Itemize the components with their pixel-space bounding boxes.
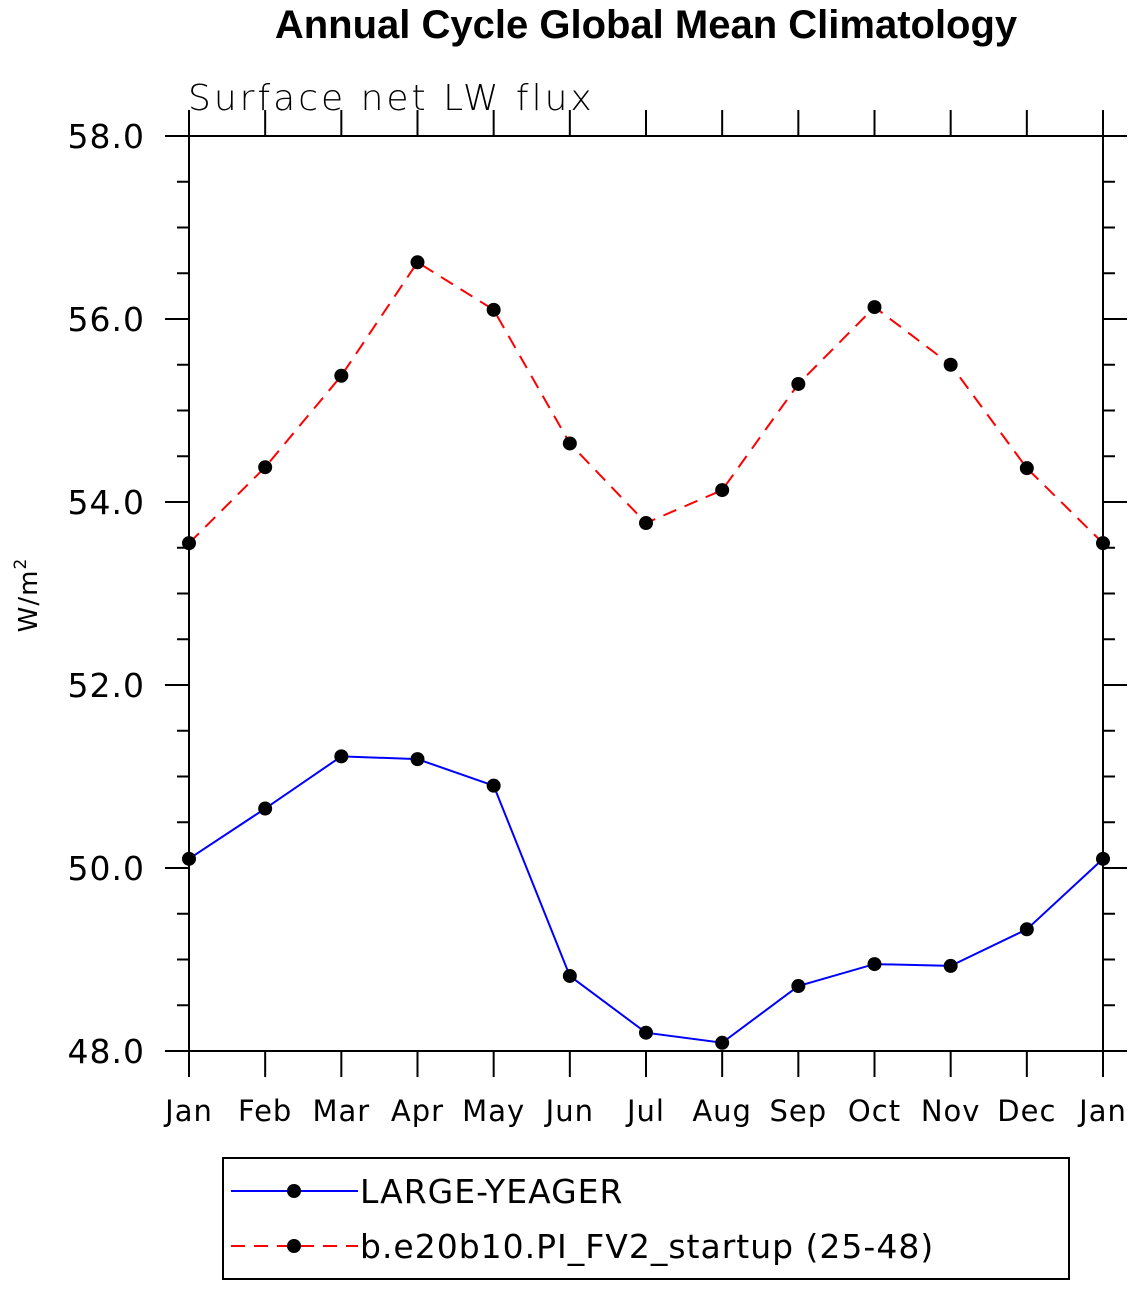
data-point xyxy=(715,1035,730,1050)
x-tick-label: Oct xyxy=(848,1094,901,1128)
data-point xyxy=(1019,461,1034,476)
legend-label: LARGE-YEAGER xyxy=(360,1172,623,1211)
legend: LARGE-YEAGER b.e20b10.PI_FV2_startup (25-… xyxy=(222,1157,1070,1280)
x-tick-label: Nov xyxy=(921,1094,981,1128)
x-tick-label: Dec xyxy=(997,1094,1056,1128)
data-point xyxy=(791,376,806,391)
data-point xyxy=(1019,922,1034,937)
y-tick-label: 48.0 xyxy=(68,1032,145,1071)
data-point xyxy=(562,968,577,983)
y-tick-label: 50.0 xyxy=(68,849,145,888)
series-line xyxy=(188,755,1104,1044)
data-point xyxy=(867,300,882,315)
y-tick-label: 52.0 xyxy=(68,666,145,705)
data-point xyxy=(410,255,425,270)
x-tick-label: Apr xyxy=(391,1094,444,1128)
plot-frame xyxy=(188,135,1104,1052)
x-tick-label: Jan xyxy=(1077,1094,1127,1128)
legend-box xyxy=(222,1157,1070,1280)
x-tick-label: Jan xyxy=(163,1094,213,1128)
data-point xyxy=(258,801,273,816)
legend-marker xyxy=(287,1184,301,1198)
x-tick-label: May xyxy=(462,1094,525,1128)
legend-label: b.e20b10.PI_FV2_startup (25-48) xyxy=(360,1227,934,1266)
series-group xyxy=(182,255,1110,551)
y-axis-label-text: W/m xyxy=(14,570,44,633)
x-tick-label: Feb xyxy=(238,1094,292,1128)
data-point xyxy=(867,957,882,972)
x-tick-label: Mar xyxy=(312,1094,370,1128)
data-point xyxy=(1096,536,1110,551)
y-axis-label-superscript: 2 xyxy=(11,558,31,570)
x-tick-label: Aug xyxy=(692,1094,752,1128)
y-axis-label: W/m2 xyxy=(11,558,44,633)
data-point xyxy=(639,516,653,531)
data-point xyxy=(486,302,501,317)
data-point xyxy=(258,460,273,475)
x-tick-label: Jul xyxy=(625,1094,665,1128)
y-tick-label: 54.0 xyxy=(68,483,145,522)
data-point xyxy=(1096,851,1110,866)
x-tick-label: Sep xyxy=(769,1094,827,1128)
data-point xyxy=(562,436,577,451)
legend-marker xyxy=(287,1239,301,1253)
data-point xyxy=(639,1025,653,1040)
series-group xyxy=(182,749,1110,1050)
data-point xyxy=(334,368,349,383)
data-point xyxy=(791,979,806,994)
y-tick-label: 58.0 xyxy=(68,117,145,156)
data-point xyxy=(943,357,958,372)
data-point xyxy=(334,749,349,764)
x-tick-label: Jun xyxy=(544,1094,594,1128)
data-point xyxy=(182,851,196,866)
data-point xyxy=(486,778,501,793)
y-tick-label: 56.0 xyxy=(68,300,145,339)
series-line xyxy=(188,260,1104,544)
data-point xyxy=(182,536,196,551)
chart-subtitle: Surface net LW flux xyxy=(188,78,595,119)
chart-title: Annual Cycle Global Mean Climatology xyxy=(275,3,1018,47)
data-point xyxy=(410,752,425,767)
data-point xyxy=(715,483,730,498)
data-point xyxy=(943,958,958,973)
